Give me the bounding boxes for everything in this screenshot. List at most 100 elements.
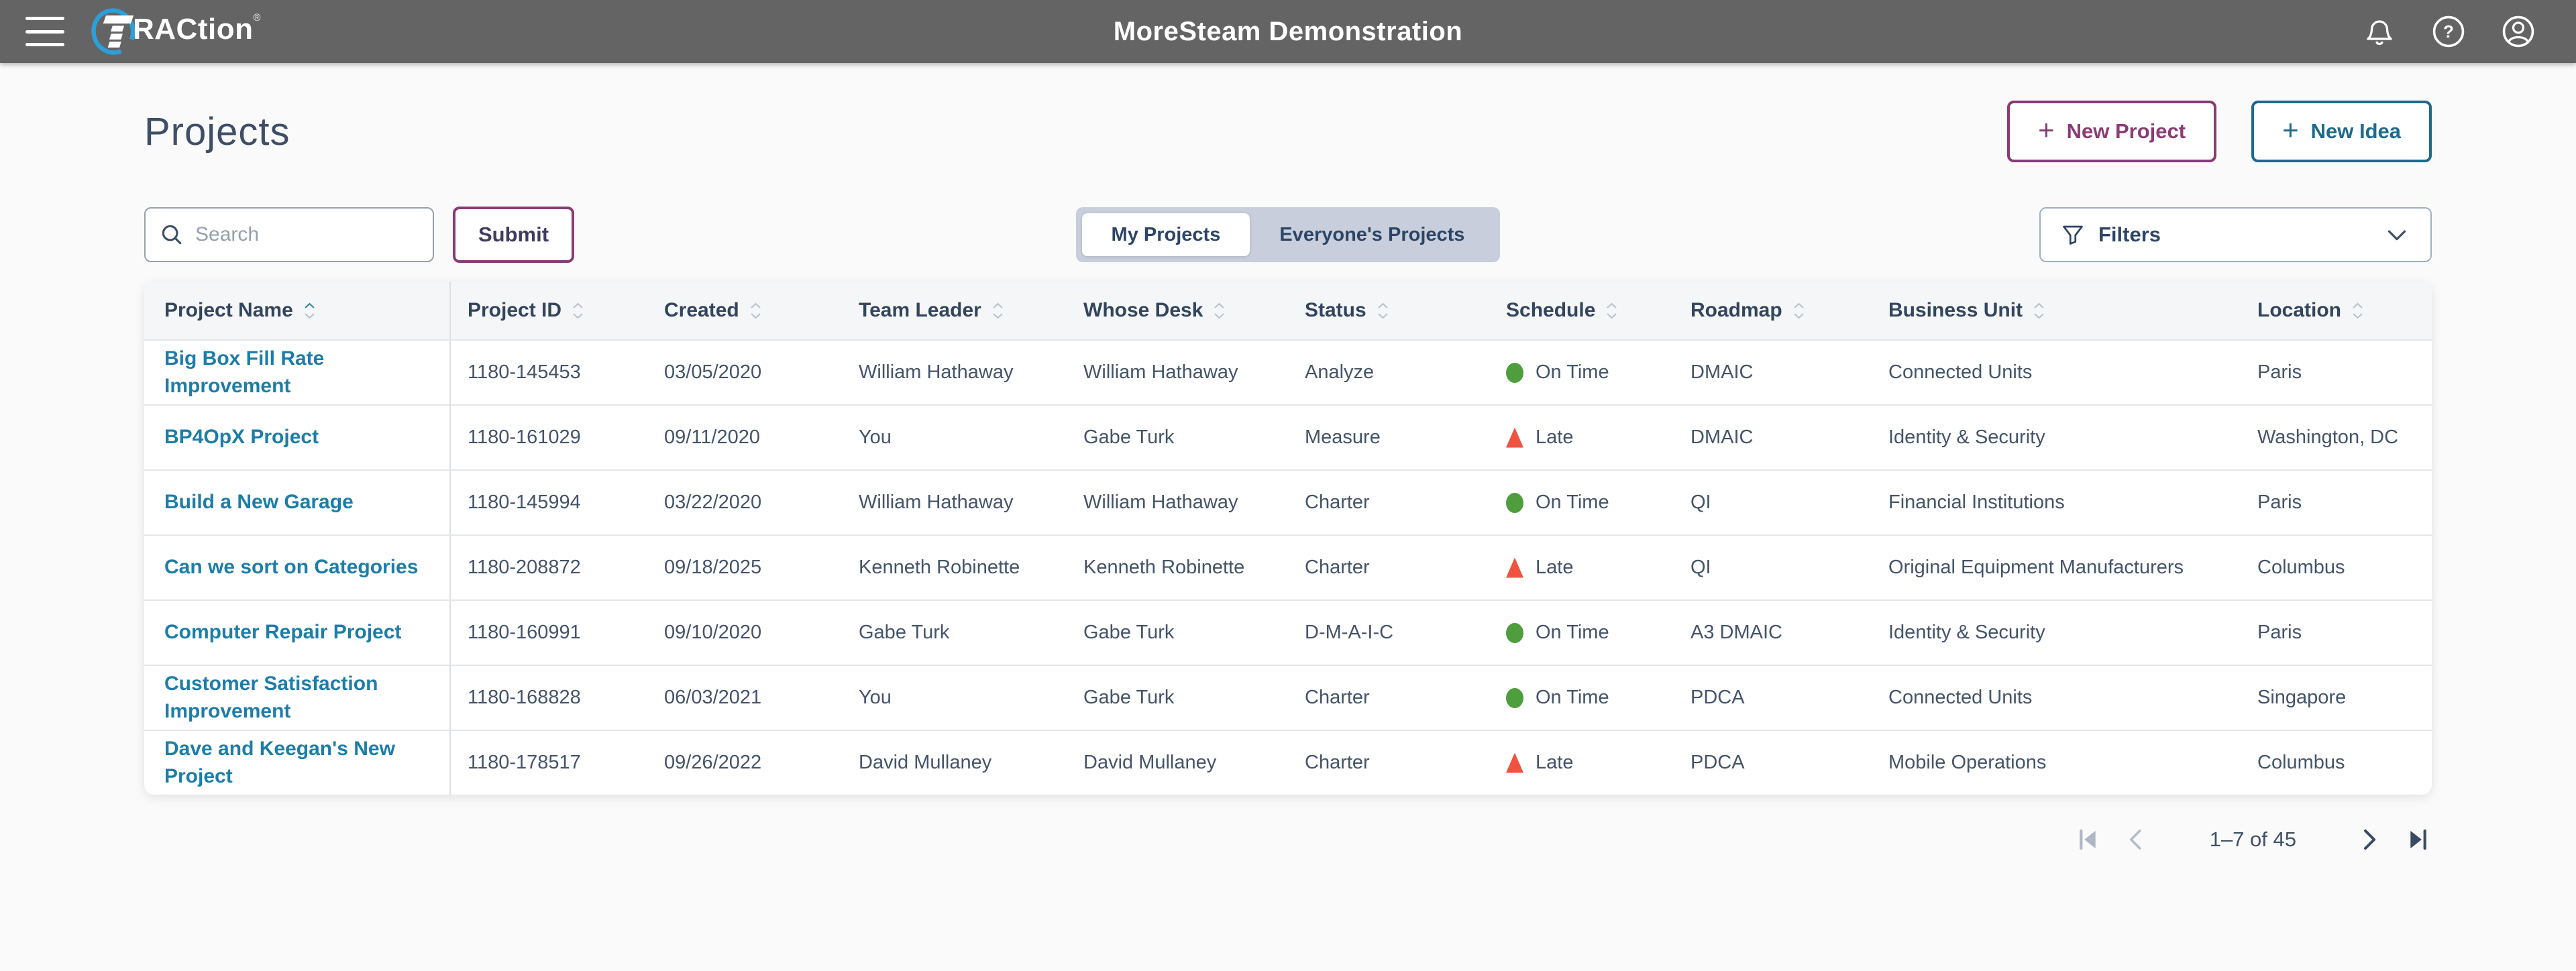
- project-name-link[interactable]: Computer Repair Project: [164, 621, 402, 644]
- schedule-indicator-icon: [1506, 427, 1523, 448]
- column-header[interactable]: Roadmap: [1674, 282, 1872, 339]
- sort-icon[interactable]: [2033, 302, 2045, 319]
- sort-icon[interactable]: [1377, 302, 1389, 319]
- project-id-cell: 1180-208872: [468, 557, 581, 578]
- roadmap-cell: QI: [1690, 557, 1711, 578]
- sort-icon[interactable]: [1214, 302, 1225, 319]
- roadmap-cell: A3 DMAIC: [1690, 622, 1782, 643]
- project-id-cell: 1180-178517: [468, 752, 581, 773]
- prev-page-icon[interactable]: [2124, 827, 2149, 852]
- next-page-icon[interactable]: [2357, 827, 2382, 852]
- sort-icon[interactable]: [2352, 302, 2363, 319]
- search-input[interactable]: [144, 207, 434, 262]
- project-name-link[interactable]: Dave and Keegan's New Project: [164, 738, 395, 787]
- schedule-cell: Late: [1489, 536, 1674, 599]
- location-cell: Columbus: [2257, 752, 2345, 773]
- filter-funnel-icon: [2063, 225, 2083, 245]
- tab-everyones-projects[interactable]: Everyone's Projects: [1250, 213, 1494, 256]
- project-name-link[interactable]: Customer Satisfaction Improvement: [164, 673, 378, 722]
- location-cell: Washington, DC: [2257, 426, 2399, 448]
- project-name-link[interactable]: Can we sort on Categories: [164, 556, 419, 579]
- new-idea-button[interactable]: + New Idea: [2251, 101, 2432, 162]
- column-header[interactable]: Project Name: [144, 282, 451, 339]
- table-header: Project Name Project ID Created Team Lea…: [144, 282, 2432, 339]
- column-header[interactable]: Created: [647, 282, 842, 339]
- last-page-icon[interactable]: [2405, 827, 2430, 852]
- whose-desk-cell: William Hathaway: [1083, 361, 1238, 383]
- business-unit-cell: Connected Units: [1888, 687, 2033, 708]
- location-cell: Paris: [2257, 361, 2302, 383]
- business-unit-cell: Identity & Security: [1888, 622, 2045, 643]
- search-icon: [162, 225, 182, 245]
- new-project-button[interactable]: + New Project: [2007, 101, 2217, 162]
- filters-dropdown[interactable]: Filters: [2039, 207, 2432, 262]
- business-unit-cell: Mobile Operations: [1888, 752, 2047, 773]
- sort-icon[interactable]: [1793, 302, 1805, 319]
- pagination: 1–7 of 45: [144, 827, 2432, 852]
- column-header[interactable]: Location: [2241, 282, 2432, 339]
- status-cell: Charter: [1305, 752, 1370, 773]
- status-cell: Charter: [1305, 687, 1370, 708]
- roadmap-cell: PDCA: [1690, 752, 1745, 773]
- project-id-cell: 1180-161029: [468, 426, 581, 448]
- business-unit-cell: Financial Institutions: [1888, 492, 2065, 513]
- created-cell: 06/03/2021: [664, 687, 762, 708]
- created-cell: 03/05/2020: [664, 361, 762, 383]
- table-row: Computer Repair Project 1180-160991 09/1…: [144, 599, 2432, 665]
- whose-desk-cell: Gabe Turk: [1083, 426, 1175, 448]
- project-name-link[interactable]: Build a New Garage: [164, 491, 354, 514]
- sort-icon[interactable]: [572, 302, 584, 319]
- created-cell: 03/22/2020: [664, 492, 762, 513]
- table-row: BP4OpX Project 1180-161029 09/11/2020 Yo…: [144, 404, 2432, 469]
- new-project-label: New Project: [2066, 119, 2186, 143]
- plus-icon: +: [2038, 114, 2055, 146]
- business-unit-cell: Identity & Security: [1888, 426, 2045, 448]
- status-cell: Charter: [1305, 492, 1370, 513]
- new-idea-label: New Idea: [2310, 119, 2401, 143]
- page-title: Projects: [144, 109, 290, 154]
- sort-icon[interactable]: [992, 302, 1004, 319]
- sort-icon[interactable]: [1606, 302, 1617, 319]
- column-header[interactable]: Project ID: [451, 282, 647, 339]
- team-leader-cell: William Hathaway: [859, 361, 1014, 383]
- schedule-cell: Late: [1489, 731, 1674, 795]
- column-label: Business Unit: [1888, 299, 2023, 321]
- page-range: 1–7 of 45: [2209, 827, 2296, 851]
- column-header[interactable]: Business Unit: [1872, 282, 2241, 339]
- account-icon[interactable]: [2501, 14, 2536, 49]
- sort-icon[interactable]: [304, 302, 315, 319]
- project-name-link[interactable]: Big Box Fill Rate Improvement: [164, 347, 325, 397]
- column-header[interactable]: Schedule: [1489, 282, 1674, 339]
- project-id-cell: 1180-145994: [468, 492, 581, 513]
- project-name-link[interactable]: BP4OpX Project: [164, 426, 319, 449]
- location-cell: Singapore: [2257, 687, 2347, 708]
- column-label: Whose Desk: [1083, 299, 1203, 321]
- tab-my-projects[interactable]: My Projects: [1081, 213, 1250, 256]
- column-header[interactable]: Whose Desk: [1067, 282, 1288, 339]
- business-unit-cell: Connected Units: [1888, 361, 2033, 383]
- brand-name: RACtion: [133, 13, 254, 46]
- column-header[interactable]: Status: [1288, 282, 1489, 339]
- project-id-cell: 1180-168828: [468, 687, 581, 708]
- roadmap-cell: PDCA: [1690, 687, 1745, 708]
- column-label: Project ID: [468, 299, 562, 321]
- traction-logo[interactable]: RACtion ®: [89, 5, 261, 58]
- submit-button[interactable]: Submit: [453, 207, 575, 263]
- status-cell: Measure: [1305, 426, 1381, 448]
- created-cell: 09/11/2020: [664, 426, 760, 448]
- sort-icon[interactable]: [750, 302, 761, 319]
- schedule-cell: On Time: [1489, 601, 1674, 665]
- help-icon[interactable]: ?: [2431, 14, 2466, 49]
- menu-icon[interactable]: [25, 17, 64, 46]
- schedule-indicator-icon: [1506, 687, 1523, 708]
- whose-desk-cell: Gabe Turk: [1083, 687, 1175, 708]
- team-leader-cell: David Mullaney: [859, 752, 992, 773]
- first-page-icon[interactable]: [2076, 827, 2101, 852]
- schedule-cell: Late: [1489, 406, 1674, 469]
- notifications-icon[interactable]: [2363, 15, 2396, 48]
- business-unit-cell: Original Equipment Manufacturers: [1888, 557, 2184, 578]
- roadmap-cell: QI: [1690, 492, 1711, 513]
- column-header[interactable]: Team Leader: [842, 282, 1067, 339]
- chevron-down-icon: [2387, 230, 2406, 241]
- column-label: Location: [2257, 299, 2341, 321]
